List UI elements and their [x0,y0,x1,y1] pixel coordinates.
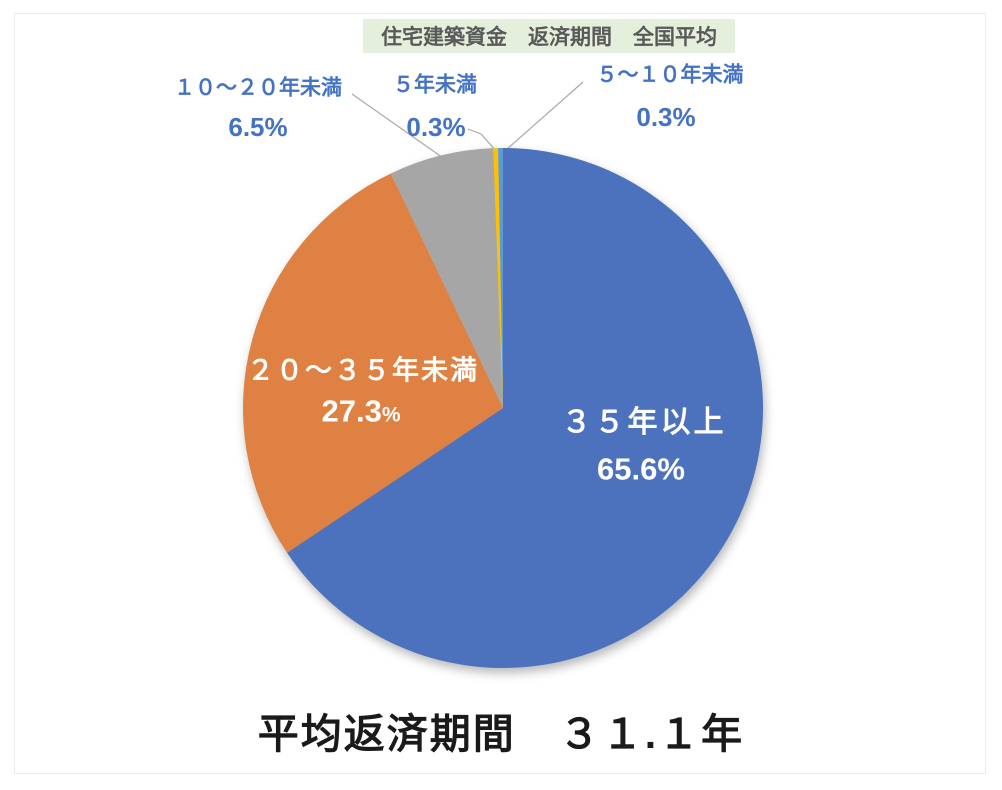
pie-slice-5to10 [498,148,503,408]
slice-label-35plus: ３５年以上 [561,406,727,439]
slice-percent-20to35: 27.3% [321,396,400,427]
pie-slices [243,148,764,668]
leader-line-10to20 [351,93,447,161]
slice-label-10to20: １０～２０年未満 [174,76,342,100]
average-period-title: 平均返済期間 ３１.１年 [257,711,745,757]
pie-slice-under5 [493,148,503,409]
slice-percent-35plus: 65.6% [597,451,685,487]
percent-number: 27.3 [321,393,382,429]
pie-slice-10to20 [390,148,503,408]
chart-title: 住宅建築資金 返済期間 全国平均 [363,19,735,53]
slice-percent-10to20: 6.5% [228,112,288,142]
leader-line-under5 [467,128,498,153]
slice-percent-under5: 0.3% [406,112,466,142]
slice-label-under5: ５年未満 [393,73,477,97]
slice-label-20to35: ２０～３５年未満 [247,355,479,386]
chart-area-border [14,13,986,774]
slice-percent-5to10: 0.3% [636,102,696,132]
slice-label-5to10: ５～１０年未満 [596,63,744,87]
leader-line-5to10 [505,81,584,151]
leader-lines [351,81,584,161]
pie-slice-35plus [287,148,764,668]
pie-slice-20to35 [243,173,503,553]
percent-sign: % [381,403,401,427]
